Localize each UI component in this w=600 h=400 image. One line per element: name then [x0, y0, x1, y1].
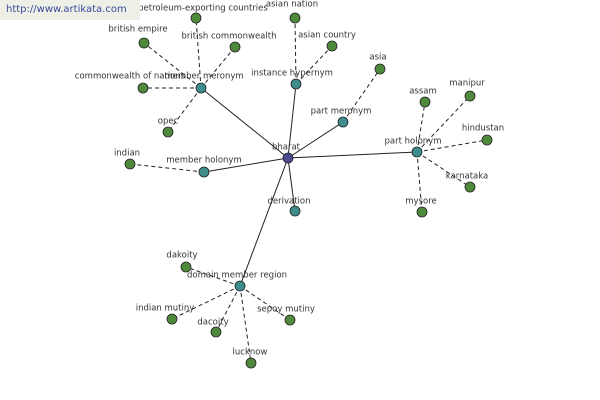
node-label: member holonym: [166, 156, 241, 166]
relation-edge: [203, 157, 289, 173]
leaf-edge: [167, 87, 202, 133]
node-label: asian country: [298, 31, 356, 41]
node-label: british empire: [108, 25, 167, 35]
leaf-edge: [185, 266, 241, 287]
relation-edge: [287, 83, 297, 159]
leaf-node: [464, 90, 476, 102]
node-label: hindustan: [462, 124, 504, 134]
leaf-edge: [239, 285, 291, 321]
node-label: member meronym: [164, 72, 243, 82]
node-label: derivation: [267, 197, 310, 207]
node-label: lucknow: [233, 348, 268, 358]
root-node: [282, 152, 294, 164]
leaf-node: [245, 357, 257, 369]
node-label: dacoity: [197, 318, 228, 328]
leaf-node: [180, 261, 192, 273]
node-label: mysore: [405, 197, 436, 207]
leaf-node: [162, 126, 174, 138]
leaf-edge: [416, 139, 488, 153]
leaf-edge: [342, 68, 381, 123]
leaf-edge: [295, 45, 333, 85]
leaf-node: [190, 12, 202, 24]
node-label: opec: [158, 117, 179, 127]
relation-node: [234, 280, 246, 292]
node-label: indian: [114, 149, 140, 159]
leaf-edge: [416, 151, 423, 213]
node-label: domain member region: [187, 271, 287, 281]
leaf-node: [137, 82, 149, 94]
leaf-edge: [239, 285, 252, 364]
node-label: part holonym: [385, 137, 442, 147]
node-label: asian nation: [266, 0, 318, 10]
relation-node: [195, 82, 207, 94]
relation-edge: [287, 121, 344, 159]
node-label: assam: [409, 87, 437, 97]
leaf-node: [289, 12, 301, 24]
node-label: karnataka: [446, 172, 488, 182]
site-url[interactable]: http://www.artikata.com: [0, 0, 140, 20]
node-label: sepoy mutiny: [257, 305, 315, 315]
leaf-node: [481, 134, 493, 146]
leaf-node: [210, 326, 222, 338]
leaf-edge: [416, 151, 471, 188]
relation-edge: [287, 157, 296, 212]
relation-node: [290, 78, 302, 90]
relation-edge: [287, 151, 418, 159]
node-label: indian mutiny: [136, 304, 195, 314]
node-label: asia: [369, 53, 386, 63]
relation-node: [411, 146, 423, 158]
leaf-node: [464, 181, 476, 193]
leaf-node: [229, 41, 241, 53]
relation-edge: [239, 157, 289, 287]
leaf-edge: [195, 17, 202, 89]
leaf-edge: [171, 285, 241, 320]
leaf-edge: [416, 95, 471, 153]
leaf-edge: [129, 163, 205, 173]
leaf-node: [166, 313, 178, 325]
leaf-node: [374, 63, 386, 75]
node-label: british commonwealth: [182, 32, 277, 42]
leaf-edge: [200, 46, 236, 89]
relation-node: [198, 166, 210, 178]
node-label: dakoity: [166, 251, 197, 261]
relation-node: [289, 205, 301, 217]
relation-edge: [200, 87, 289, 159]
node-label: petroleum-exporting countries: [138, 4, 268, 14]
node-label: commonwealth of nations: [75, 72, 186, 82]
leaf-node: [326, 40, 338, 52]
leaf-node: [124, 158, 136, 170]
node-label: part meronym: [311, 107, 372, 117]
node-label: manipur: [449, 79, 485, 89]
node-label: bharat: [272, 143, 301, 153]
relation-node: [337, 116, 349, 128]
leaf-node: [284, 314, 296, 326]
node-label: instance hypernym: [251, 69, 333, 79]
leaf-node: [416, 206, 428, 218]
leaf-edge: [416, 101, 426, 153]
leaf-edge: [143, 42, 202, 89]
leaf-node: [138, 37, 150, 49]
leaf-node: [419, 96, 431, 108]
leaf-edge: [215, 285, 241, 333]
